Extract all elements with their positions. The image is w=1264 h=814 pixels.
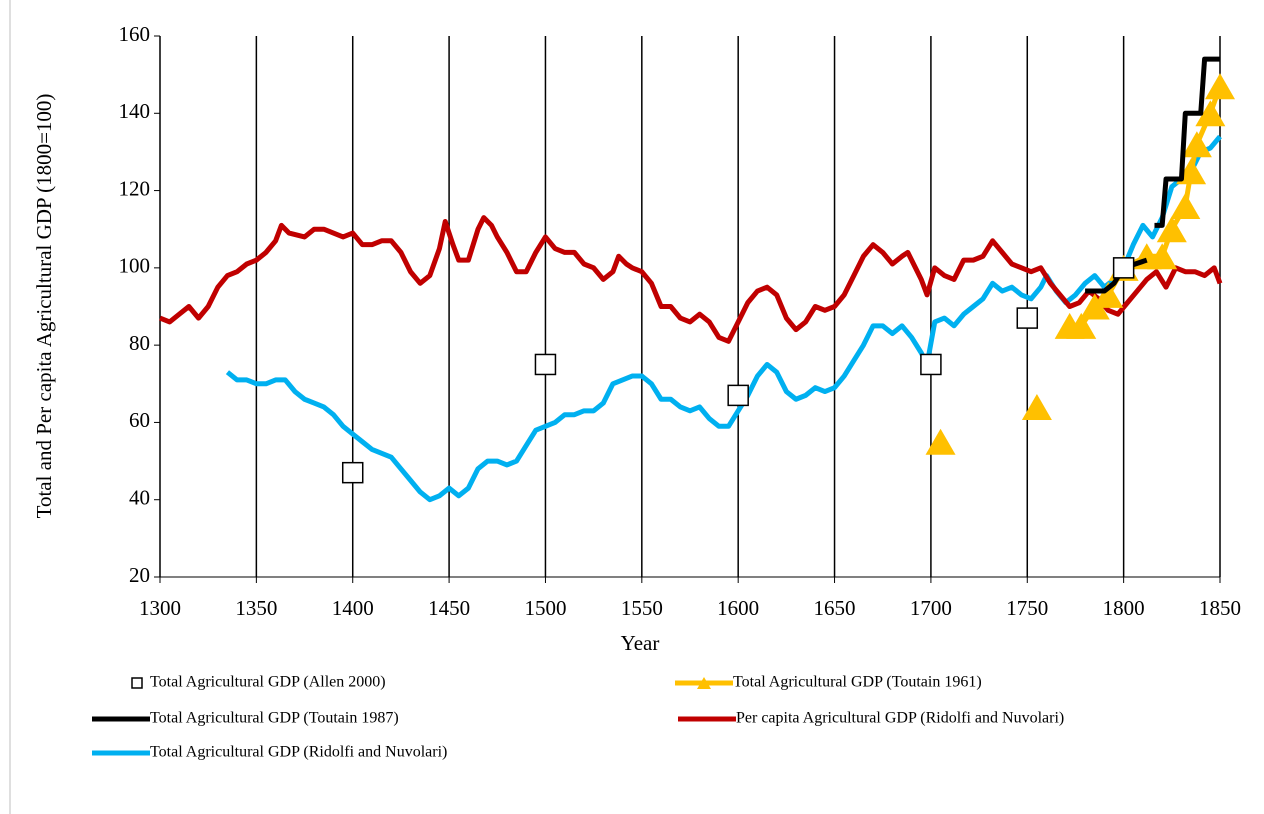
series-line [159, 215, 1223, 344]
x-tick-label: 1450 [428, 596, 470, 620]
x-tick-label: 1400 [332, 596, 374, 620]
y-tick-label: 120 [119, 176, 151, 200]
x-tick-label: 1850 [1199, 596, 1241, 620]
legend-label: Per capita Agricultural GDP (Ridolfi and… [736, 710, 1064, 727]
triangle-marker [1195, 100, 1226, 127]
square-marker [131, 677, 143, 689]
triangle-marker [1093, 281, 1124, 308]
y-tick-label: 60 [129, 408, 150, 432]
x-tick-label: 1500 [524, 596, 566, 620]
square-marker [534, 353, 557, 376]
legend-label: Total Agricultural GDP (Ridolfi and Nuvo… [150, 744, 447, 761]
triangle-marker [1205, 73, 1235, 100]
triangle-marker [1147, 243, 1178, 270]
x-tick-label: 1550 [621, 596, 663, 620]
legend-label: Total Agricultural GDP (Toutain 1961) [733, 674, 982, 691]
y-tick-label: 140 [119, 99, 151, 123]
square-marker [341, 461, 364, 484]
y-tick-label: 100 [119, 254, 151, 278]
x-tick-label: 1300 [139, 596, 181, 620]
x-axis-label: Year [621, 631, 660, 655]
square-marker [727, 384, 749, 407]
triangle-marker [1156, 216, 1187, 243]
x-tick-label: 1750 [1006, 596, 1048, 620]
x-tick-label: 1800 [1103, 596, 1145, 620]
legend-label: Total Agricultural GDP (Allen 2000) [150, 674, 386, 691]
y-axis-label: Total and Per capita Agricultural GDP (1… [32, 94, 56, 519]
square-marker [1016, 307, 1039, 329]
triangle-marker [1021, 393, 1052, 420]
y-tick-label: 160 [119, 22, 151, 46]
x-tick-label: 1650 [814, 596, 856, 620]
square-marker [920, 353, 942, 376]
x-tick-label: 1600 [717, 596, 759, 620]
y-tick-label: 80 [129, 331, 150, 355]
y-tick-label: 40 [129, 486, 150, 510]
triangle-marker [1170, 193, 1201, 220]
legend-label: Total Agricultural GDP (Toutain 1987) [150, 710, 399, 727]
triangle-marker [697, 677, 711, 689]
x-tick-label: 1350 [235, 596, 277, 620]
x-tick-label: 1700 [910, 596, 952, 620]
y-tick-label: 20 [129, 563, 150, 587]
triangle-marker [925, 428, 956, 455]
triangle-marker [1066, 312, 1097, 339]
triangle-marker [1181, 131, 1212, 158]
chart-frame [9, 0, 11, 814]
square-marker [1112, 257, 1135, 279]
